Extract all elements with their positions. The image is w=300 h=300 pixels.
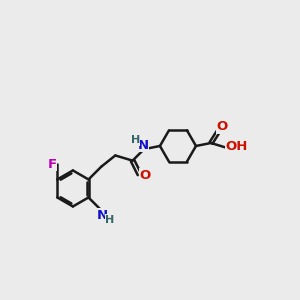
Text: OH: OH <box>225 140 248 153</box>
Text: N: N <box>97 209 108 222</box>
Text: F: F <box>48 158 57 171</box>
Text: O: O <box>216 120 227 133</box>
Text: N: N <box>137 139 148 152</box>
Text: H: H <box>130 135 140 146</box>
Text: O: O <box>140 169 151 182</box>
Text: H: H <box>105 215 115 225</box>
